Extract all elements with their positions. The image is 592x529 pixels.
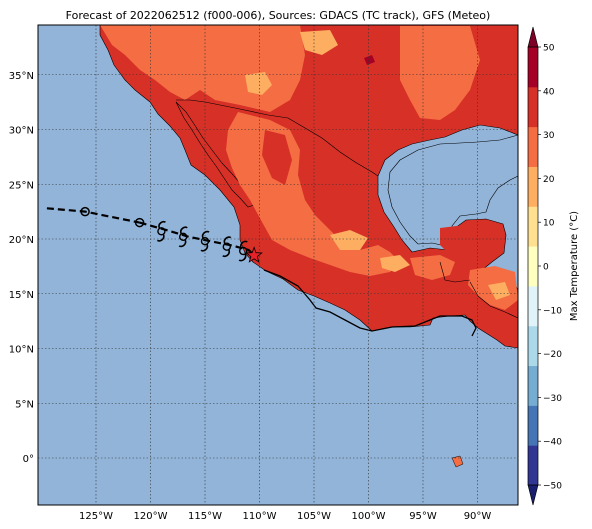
axis-tick-labels: 35°N 30°N 25°N 20°N 15°N 10°N 5°N 0° 125°W 120°W 1… bbox=[9, 71, 492, 522]
colorbar-label: Max Temperature (°C) bbox=[569, 211, 580, 321]
past-track-line bbox=[46, 207, 140, 224]
colorbar-extend-top bbox=[527, 26, 539, 48]
lon-tick-label: 95°W bbox=[409, 511, 437, 522]
lon-tick-label: 100°W bbox=[352, 511, 386, 522]
colorbar-extend-bottom bbox=[527, 484, 539, 506]
colorbar-segment bbox=[528, 405, 538, 446]
lon-tick-label: 120°W bbox=[134, 511, 168, 522]
forecast-track-line bbox=[139, 221, 255, 257]
tropical-storm-symbol bbox=[238, 240, 248, 262]
lat-tick-label: 0° bbox=[23, 454, 34, 465]
colorbar-tick-label: 20 bbox=[543, 175, 555, 185]
colorbar-segment bbox=[528, 445, 538, 486]
hot-spot bbox=[364, 55, 375, 65]
island bbox=[451, 455, 464, 468]
lon-tick-label: 105°W bbox=[297, 511, 331, 522]
lat-tick-label: 25°N bbox=[9, 180, 34, 191]
colorbar-segment bbox=[528, 206, 538, 247]
temperature-zones-mild bbox=[245, 30, 510, 300]
baja-california bbox=[175, 101, 255, 208]
colorbar-segment bbox=[528, 285, 538, 327]
country-borders bbox=[176, 99, 518, 319]
gulf-of-mexico bbox=[387, 134, 518, 247]
graticule bbox=[38, 25, 518, 505]
colorbar-segment bbox=[528, 126, 538, 167]
lat-tick-label: 5°N bbox=[15, 399, 34, 410]
colorbar-tick-label: 40 bbox=[543, 87, 555, 97]
map-panel: 35°N 30°N 25°N 20°N 15°N 10°N 5°N 0° 125°W 120°W 1… bbox=[9, 24, 519, 522]
current-position-star bbox=[245, 246, 263, 263]
lat-tick-label: 10°N bbox=[9, 345, 34, 356]
temperature-zones-hot bbox=[262, 130, 480, 255]
colorbar-tick-label: −40 bbox=[543, 438, 562, 448]
tropical-storm-symbol bbox=[222, 236, 232, 258]
lon-tick-label: 90°W bbox=[464, 511, 492, 522]
colorbar-segment bbox=[528, 365, 538, 406]
colorbar-segment bbox=[528, 86, 538, 128]
colorbar-segment bbox=[528, 166, 538, 207]
figure-title: Forecast of 2022062512 (f000-006), Sourc… bbox=[66, 9, 491, 22]
colorbar-tick-label: 50 bbox=[543, 44, 555, 54]
lat-tick-label: 20°N bbox=[9, 235, 34, 246]
colorbar-tick-label: 10 bbox=[543, 219, 555, 229]
colorbar: 50 40 30 20 10 0 −10 −20 −30 −40 −50 Max Temperatu… bbox=[527, 26, 580, 506]
colorbar-segment bbox=[528, 325, 538, 367]
lon-tick-label: 125°W bbox=[79, 511, 113, 522]
colorbar-tick-label: −20 bbox=[543, 350, 562, 360]
tropical-storm-symbol bbox=[156, 220, 166, 242]
map-frame bbox=[37, 24, 519, 506]
storm-track bbox=[46, 206, 263, 263]
colorbar-tick-label: −30 bbox=[543, 394, 562, 404]
colorbar-tick-label: −50 bbox=[543, 482, 562, 492]
colorbar-segment bbox=[528, 47, 538, 88]
track-position-marker bbox=[80, 206, 90, 217]
track-position-marker bbox=[134, 217, 145, 228]
colorbar-segment bbox=[528, 246, 538, 287]
colorbar-tick-label: 30 bbox=[543, 131, 555, 141]
tropical-storm-symbol bbox=[200, 230, 210, 252]
central-america-coast bbox=[263, 269, 477, 337]
lat-tick-label: 15°N bbox=[9, 290, 34, 301]
tropical-storm-symbol bbox=[178, 226, 188, 248]
colorbar-tick-label: 0 bbox=[543, 263, 549, 273]
lat-tick-label: 30°N bbox=[9, 126, 34, 137]
lat-tick-label: 35°N bbox=[9, 71, 34, 82]
lon-tick-label: 115°W bbox=[188, 511, 222, 522]
lon-tick-label: 110°W bbox=[243, 511, 277, 522]
colorbar-tick-label: −10 bbox=[543, 306, 562, 316]
